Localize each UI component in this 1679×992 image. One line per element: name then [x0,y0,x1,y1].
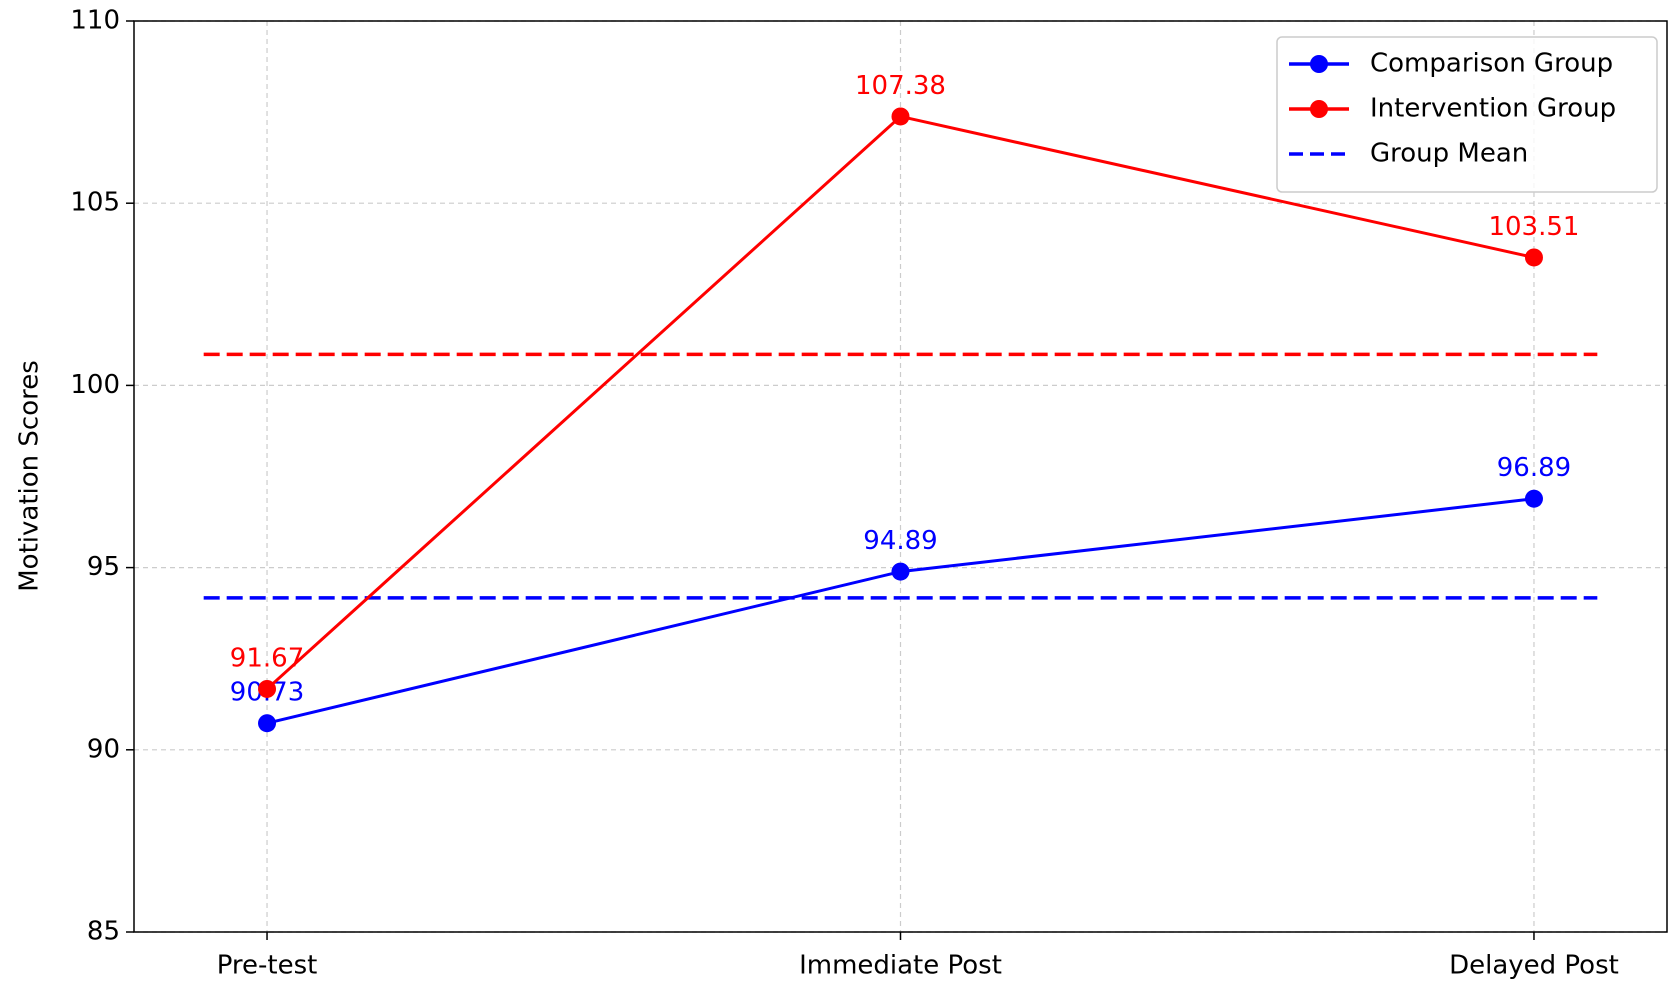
legend-box [1276,36,1658,193]
data-point [891,562,910,581]
legend-label: Group Mean [1370,139,1528,169]
y-tick-label: 110 [70,6,120,36]
data-label: 94.89 [863,526,937,556]
y-tick-label: 90 [87,734,120,764]
data-point [1524,489,1543,508]
data-label: 91.67 [230,643,304,673]
y-tick-label: 105 [70,188,120,218]
y-tick-label: 100 [70,370,120,400]
y-axis-label: Motivation Scores [15,360,45,592]
x-tick-label: Delayed Post [1449,951,1619,981]
legend-marker [1310,55,1328,73]
plot-frame [133,20,1668,933]
legend-marker [1310,100,1328,118]
data-label: 107.38 [855,71,946,101]
x-tick-label: Immediate Post [799,951,1002,981]
x-tick-label: Pre-test [217,951,318,981]
data-point [258,714,277,733]
legend-label: Intervention Group [1370,94,1616,124]
data-label: 96.89 [1497,453,1571,483]
data-point [891,107,910,126]
legend-label: Comparison Group [1370,49,1613,79]
y-tick-label: 85 [87,917,120,947]
y-tick-label: 95 [87,552,120,582]
data-point [258,679,277,698]
data-label: 103.51 [1488,212,1579,242]
data-point [1524,248,1543,267]
